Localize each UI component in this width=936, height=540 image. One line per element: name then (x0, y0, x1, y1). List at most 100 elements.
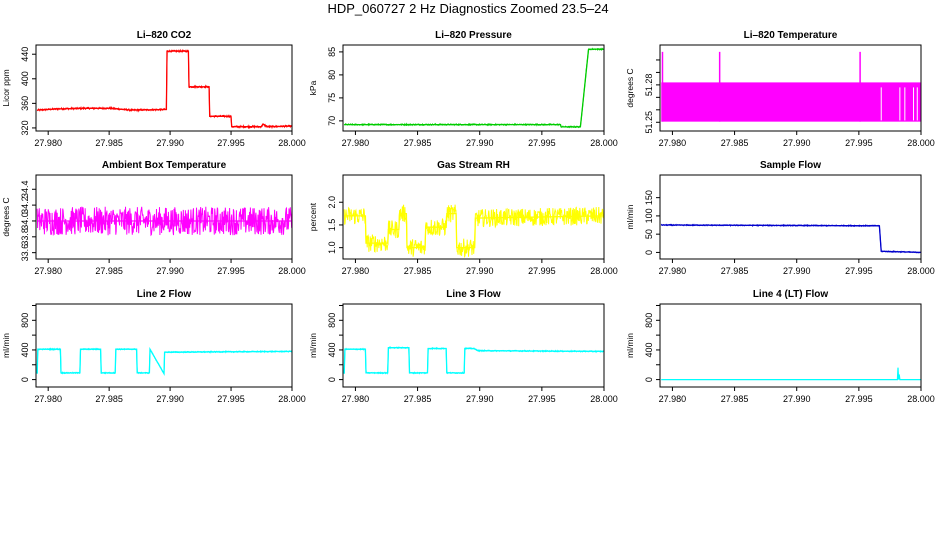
x-tick-label: 27.985 (95, 138, 123, 148)
y-tick-label: 800 (327, 313, 337, 328)
panel-8: Line 3 Flow ml/min 27.980 27.985 27.990 27.99… (308, 289, 618, 404)
x-tick-label: 27.990 (156, 266, 184, 276)
x-tick-label: 27.990 (466, 138, 494, 148)
panel-2: Li–820 Pressure kPa 27.980 27.985 27.990 27.9… (308, 30, 618, 148)
panel-title: Line 3 Flow (446, 289, 501, 300)
data-series-trend (343, 347, 604, 374)
y-tick-label: 440 (20, 47, 30, 62)
y-axis-label: percent (308, 202, 318, 231)
plot-area (36, 346, 292, 377)
y-axis-label: degrees C (625, 68, 635, 107)
panel-7: Line 2 Flow ml/min 27.980 27.985 27.990 27.99… (1, 289, 306, 404)
x-tick-label: 27.980 (659, 138, 687, 148)
plot-area (661, 367, 921, 381)
axes-box (659, 174, 922, 260)
data-series-line (661, 367, 921, 381)
y-tick-label: 33.6 (20, 244, 30, 262)
figure-title: HDP_060727 2 Hz Diagnostics Zoomed 23.5–… (327, 1, 609, 16)
y-tick-label: 320 (20, 120, 30, 135)
panel-1: Li–820 CO2 Licor ppm 27.980 27.985 27.990 27.… (1, 30, 306, 148)
plot-area (343, 346, 604, 375)
x-tick-label: 28.000 (590, 138, 618, 148)
y-tick-label: 1.5 (327, 219, 337, 232)
panel-3: Li–820 Temperature degrees C 27.980 27.985 2… (625, 30, 935, 148)
y-tick-label: 2.0 (327, 196, 337, 209)
y-axis-label: kPa (308, 80, 318, 95)
panel-title: Sample Flow (760, 160, 821, 171)
axes-box (342, 174, 605, 260)
x-tick-label: 27.995 (845, 266, 873, 276)
x-tick-label: 28.000 (907, 138, 935, 148)
axes-box (35, 174, 293, 260)
y-tick-label: 400 (20, 71, 30, 86)
plot-area (660, 223, 921, 254)
x-tick-label: 27.995 (217, 394, 245, 404)
y-tick-label: 70 (327, 116, 337, 126)
x-tick-label: 28.000 (278, 138, 306, 148)
y-tick-label: 100 (644, 208, 654, 223)
y-tick-label: 0 (20, 377, 30, 382)
data-series-trend (36, 346, 292, 377)
x-tick-label: 27.985 (404, 138, 432, 148)
data-series-line (343, 204, 604, 259)
x-tick-label: 28.000 (590, 266, 618, 276)
x-tick-label: 27.995 (528, 138, 556, 148)
axes-box (659, 303, 922, 388)
data-series-trend (37, 50, 292, 128)
x-tick-label: 27.990 (156, 394, 184, 404)
y-tick-label: 1.0 (327, 241, 337, 254)
x-tick-label: 27.980 (659, 266, 687, 276)
y-axis-label: Licor ppm (1, 69, 11, 106)
y-tick-label: 33.8 (20, 228, 30, 246)
x-tick-label: 27.995 (845, 138, 873, 148)
y-tick-label: 0 (327, 377, 337, 382)
y-tick-label: 34.0 (20, 212, 30, 230)
y-axis-label: degrees C (1, 197, 11, 236)
panel-title: Li–820 Temperature (744, 30, 838, 41)
y-tick-label: 0 (644, 377, 654, 382)
axes-box (659, 44, 922, 132)
x-tick-label: 27.995 (528, 394, 556, 404)
data-series-trend (344, 48, 604, 128)
plot-area (343, 47, 604, 129)
axes-box (342, 303, 605, 388)
x-tick-label: 27.990 (783, 138, 811, 148)
x-tick-label: 27.985 (721, 266, 749, 276)
x-tick-label: 27.985 (721, 394, 749, 404)
x-tick-label: 28.000 (907, 394, 935, 404)
axes-box (35, 303, 293, 388)
data-series-line (36, 48, 292, 130)
plot-area (343, 204, 604, 259)
y-axis-label: ml/min (308, 333, 318, 358)
y-tick-label: 34.2 (20, 196, 30, 214)
data-series-trend (344, 212, 604, 249)
y-tick-label: 800 (20, 313, 30, 328)
x-tick-label: 27.990 (466, 394, 494, 404)
x-tick-label: 27.980 (34, 266, 62, 276)
panel-title: Line 2 Flow (137, 289, 192, 300)
y-tick-label: 400 (327, 342, 337, 357)
data-band (661, 82, 921, 122)
x-tick-label: 27.980 (342, 394, 370, 404)
panel-title: Line 4 (LT) Flow (753, 289, 829, 300)
plot-area (36, 206, 292, 237)
y-axis-label: ml/min (625, 333, 635, 358)
y-tick-label: 150 (644, 190, 654, 205)
data-series-line (36, 206, 292, 237)
x-tick-label: 27.985 (404, 394, 432, 404)
data-series-trend (661, 224, 921, 254)
y-tick-label: 51.28 (644, 74, 654, 97)
panel-9: Line 4 (LT) Flow ml/min 27.980 27.985 27.990… (625, 289, 935, 404)
y-tick-label: 50 (644, 229, 654, 239)
y-tick-label: 80 (327, 70, 337, 80)
x-tick-label: 27.990 (783, 266, 811, 276)
data-series-line (660, 223, 921, 254)
y-tick-label: 0 (644, 250, 654, 255)
y-tick-label: 800 (644, 313, 654, 328)
y-tick-label: 400 (644, 342, 654, 357)
x-tick-label: 28.000 (907, 266, 935, 276)
panel-6: Sample Flow ml/min 27.980 27.985 27.990 27.99… (625, 160, 935, 276)
x-tick-label: 28.000 (278, 266, 306, 276)
x-tick-label: 27.995 (845, 394, 873, 404)
